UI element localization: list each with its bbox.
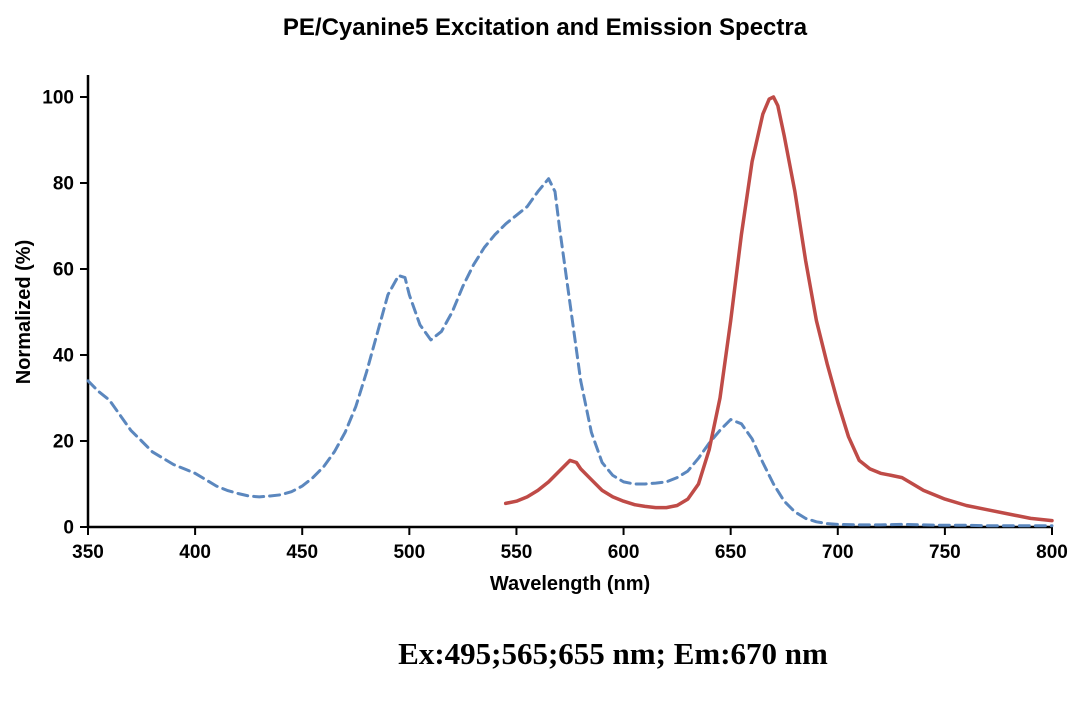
x-tick-label: 800 (1036, 542, 1068, 563)
x-tick-label: 650 (715, 542, 747, 563)
x-tick-label: 350 (72, 542, 104, 563)
spectra-caption: Ex:495;565;655 nm; Em:670 nm (398, 636, 828, 671)
y-tick-label: 40 (53, 346, 74, 367)
excitation-curve (86, 177, 1054, 528)
x-axis-title: Wavelength (nm) (490, 573, 650, 595)
y-tick-label: 60 (53, 260, 74, 281)
x-tick-label: 750 (929, 542, 961, 563)
spectra-plot-area: 350 400 450 500 550 600 650 700 750 800 0 20 40 60 80 1… (0, 55, 1090, 615)
x-tick-label: 700 (822, 542, 854, 563)
spectra-chart: 350 400 450 500 550 600 650 700 750 800 0 20 40 60 80 1… (13, 75, 1068, 595)
x-tick-label: 400 (179, 542, 211, 563)
y-axis-title: Normalized (%) (13, 240, 35, 384)
y-tick-label: 100 (42, 88, 74, 109)
chart-title: PE/Cyanine5 Excitation and Emission Spec… (282, 14, 808, 41)
x-tick-label: 500 (393, 542, 425, 563)
x-tick-label: 550 (501, 542, 533, 563)
y-tick-label: 80 (53, 174, 74, 195)
emission-curve (503, 95, 1054, 523)
y-tick-label: 0 (63, 518, 74, 539)
y-tick-label: 20 (53, 432, 74, 453)
x-tick-label: 450 (286, 542, 318, 563)
x-tick-label: 600 (608, 542, 640, 563)
